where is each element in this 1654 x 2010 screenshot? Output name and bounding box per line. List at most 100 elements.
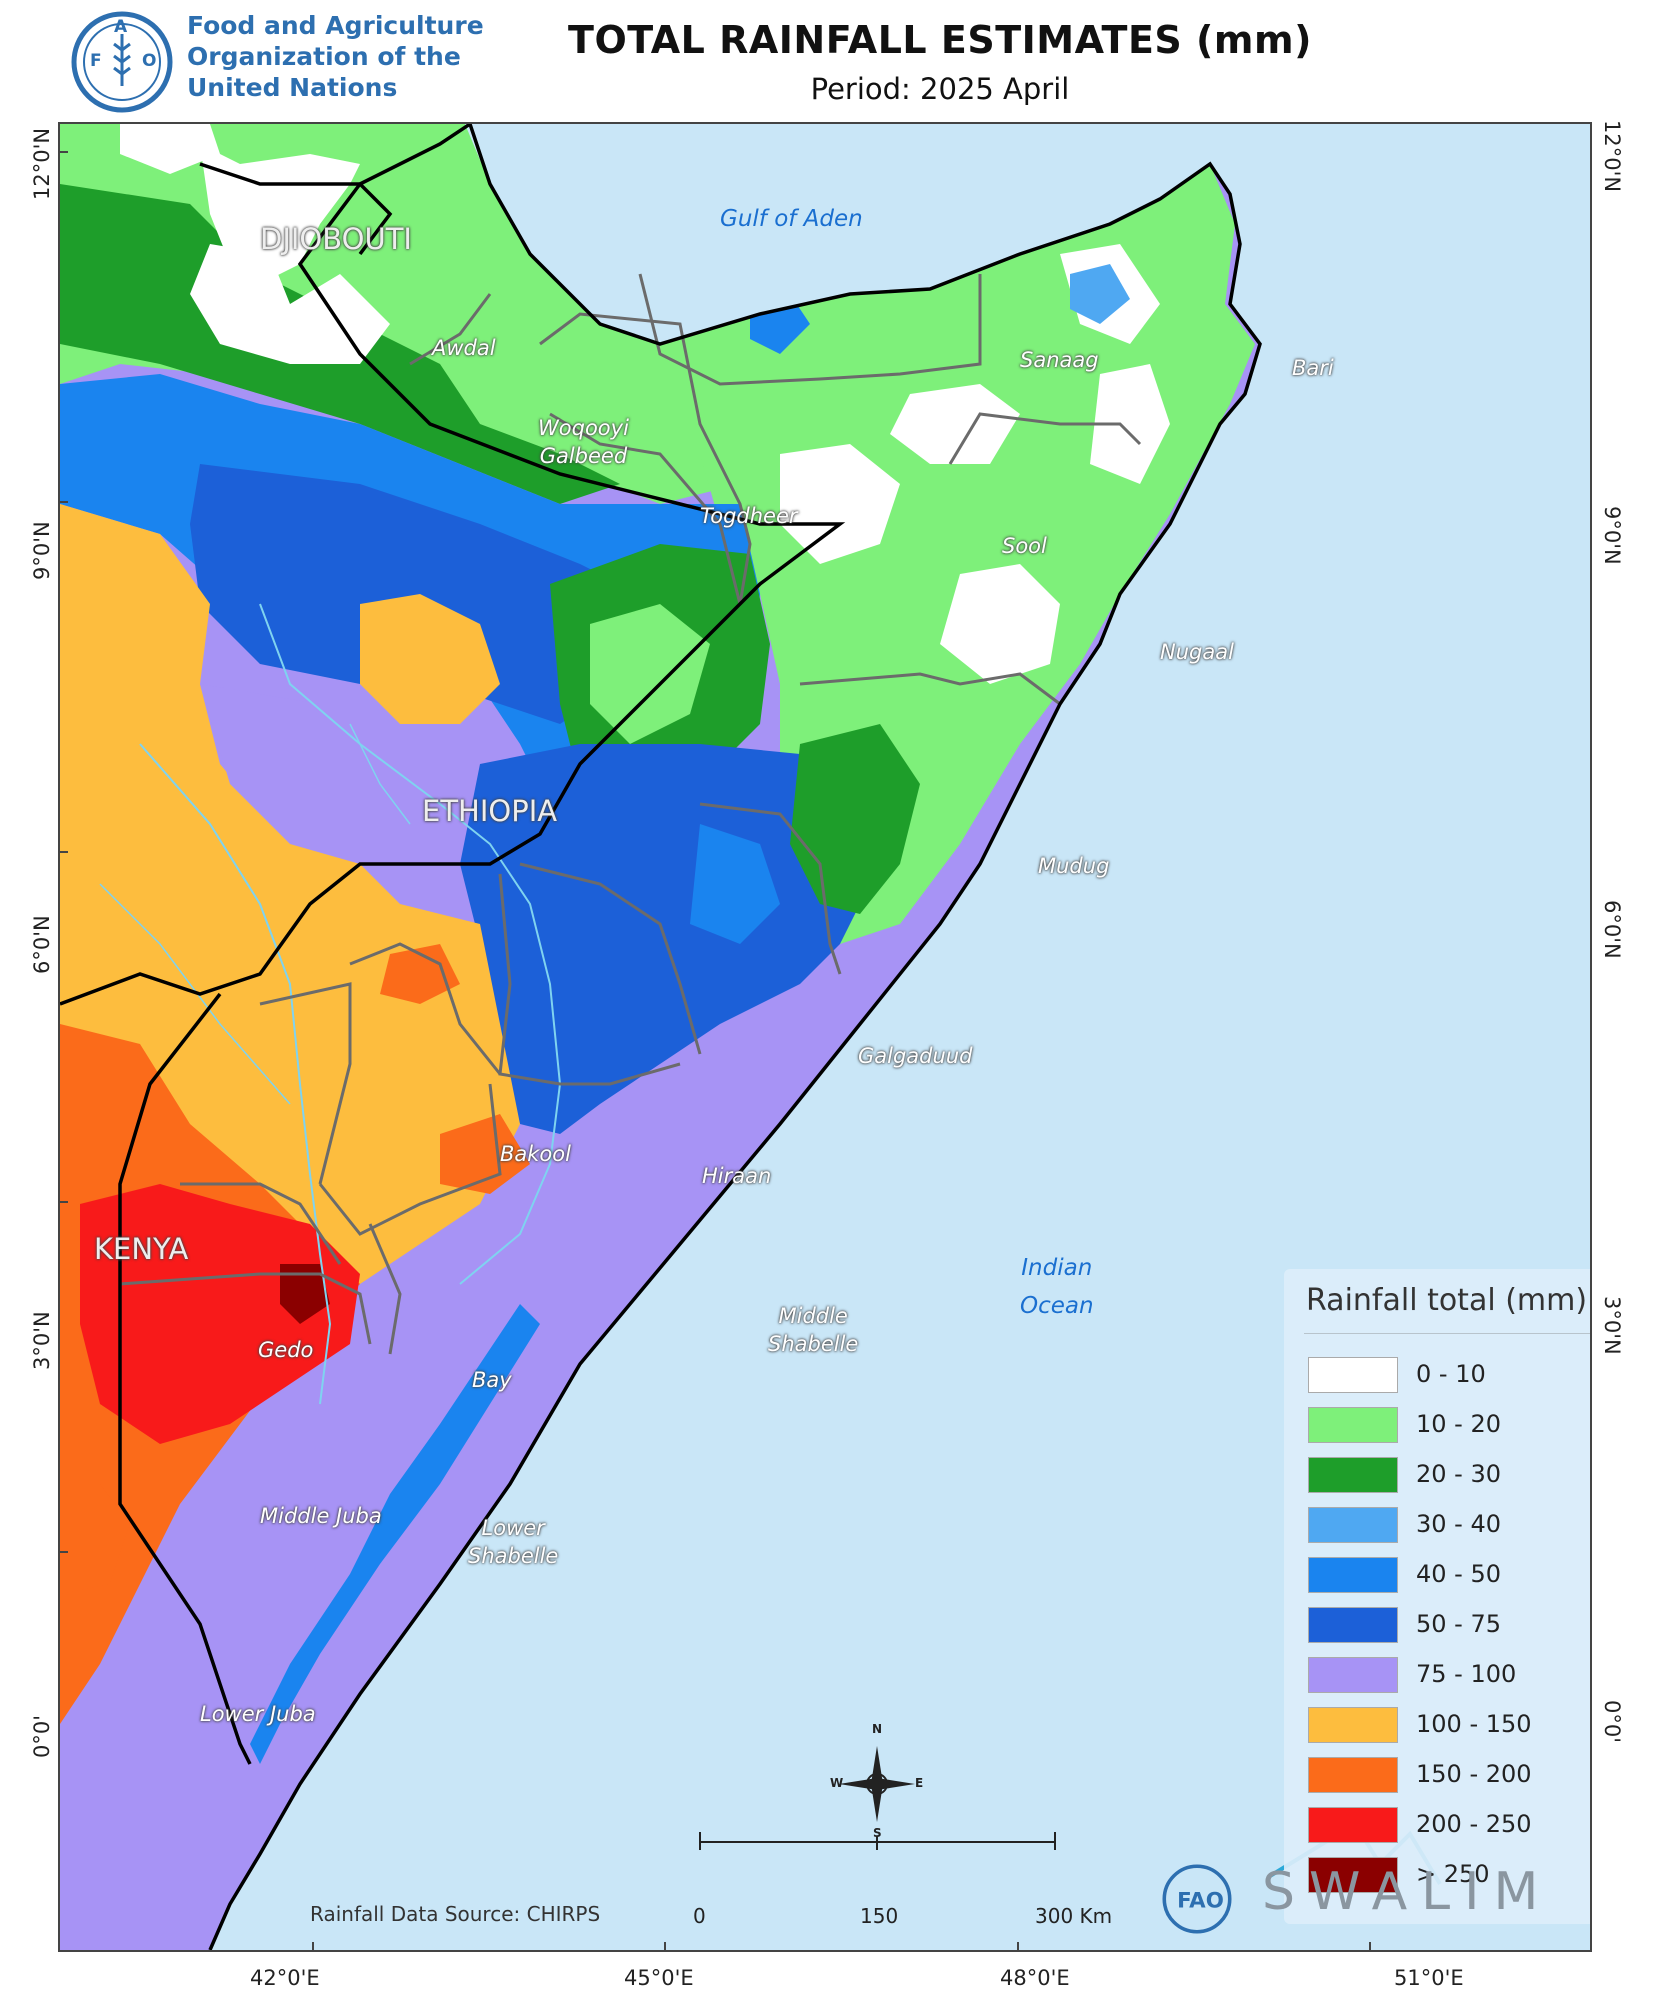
scale-label-300: 300 Km — [1035, 1904, 1113, 1928]
region-label-bay: Bay — [472, 1368, 512, 1392]
legend-label: 40 - 50 — [1416, 1560, 1501, 1588]
admin-border-8 — [498, 873, 681, 1086]
frame-ticks — [60, 151, 1371, 1950]
region-label-shabelle: Shabelle — [768, 1332, 859, 1356]
country-borders — [60, 124, 1262, 1950]
legend-swatch — [1308, 1407, 1398, 1443]
org-line-2: Organization of the — [187, 42, 461, 71]
lat-label-left-6: 6°0'N — [30, 915, 54, 974]
map-title: TOTAL RAINFALL ESTIMATES (mm) — [568, 18, 1312, 62]
admin-border-5 — [799, 672, 1061, 706]
region-label-shabelle-lower: Shabelle — [468, 1544, 559, 1568]
region-label-awdal: Awdal — [432, 336, 496, 360]
sea-label-gulf-of-aden: Gulf of Aden — [720, 206, 863, 232]
admin-border-9 — [349, 942, 502, 1075]
region-label-sool: Sool — [1002, 534, 1047, 558]
legend-swatch — [1308, 1357, 1398, 1393]
region-label-lower-shabelle: Lower Shabelle — [468, 1514, 558, 1570]
zone-ne-blue — [1070, 264, 1130, 324]
sea-label-indian-ocean: Indian Ocean — [1020, 1249, 1094, 1325]
legend-label: 75 - 100 — [1416, 1660, 1517, 1688]
scale-bar — [699, 1832, 1056, 1850]
admin-border-6 — [699, 802, 842, 975]
border-somalia-kenya — [118, 992, 252, 1765]
zone-central-darkblue — [190, 464, 640, 724]
zone-ne-green — [620, 164, 1255, 944]
admin-border-14 — [368, 1223, 402, 1355]
lon-label-51: 51°0'E — [1394, 1966, 1464, 1990]
zone-bay-orange — [440, 1114, 530, 1194]
admin-border-12 — [180, 1182, 342, 1265]
legend-swatch — [1308, 1557, 1398, 1593]
zone-bakool-orange — [380, 944, 460, 1004]
legend-label: 50 - 75 — [1416, 1610, 1501, 1638]
region-label-galgaduud: Galgaduud — [858, 1044, 973, 1068]
region-label-sanaag: Sanaag — [1020, 348, 1099, 372]
river-tributary-1 — [99, 883, 291, 1105]
map-header: F A O Food and Agriculture Organization … — [0, 0, 1654, 120]
zone-south-darkred — [280, 1264, 330, 1324]
lat-label-left-9: 9°0'N — [30, 521, 54, 580]
region-label-bari: Bari — [1292, 356, 1334, 380]
zone-central-lightgreen — [590, 604, 710, 744]
region-label-lower-juba: Lower Juba — [200, 1702, 316, 1726]
svg-text:O: O — [142, 51, 156, 71]
svg-text:FAO: FAO — [1177, 1889, 1224, 1914]
admin1-borders — [119, 273, 1142, 1355]
swalim-logo: SWALIM — [1262, 1862, 1553, 1922]
region-label-woqooyi: Woqooyi — [538, 416, 629, 440]
border-djibouti — [199, 162, 393, 256]
lon-label-42: 42°0'E — [250, 1966, 320, 1990]
rainfall-map — [60, 124, 1590, 1950]
region-label-nugaal: Nugaal — [1160, 640, 1234, 664]
legend-swatch — [1308, 1707, 1398, 1743]
zone-nw-white — [190, 244, 390, 364]
legend-swatch — [1308, 1657, 1398, 1693]
border-somalia-ethiopia — [60, 182, 846, 1006]
legend: Rainfall total (mm) 0 - 10 10 - 20 20 - … — [1284, 1269, 1590, 1924]
legend-label: 200 - 250 — [1416, 1810, 1532, 1838]
admin-border-1 — [409, 293, 492, 366]
zone-south-red — [80, 1184, 360, 1444]
lat-label-right-3: 3°0'N — [1600, 1296, 1624, 1355]
country-label-djibouti: DJIOBOUTI — [260, 222, 412, 256]
lat-label-right-0: 0°0' — [1600, 1700, 1624, 1743]
legend-label: > 250 — [1416, 1860, 1490, 1888]
legend-swatch — [1308, 1457, 1398, 1493]
region-label-mudug: Mudug — [1038, 854, 1110, 878]
zone-east-coast-green — [790, 724, 920, 914]
legend-swatch — [1308, 1507, 1398, 1543]
svg-text:F: F — [90, 51, 102, 71]
zone-south-purple — [200, 684, 420, 864]
region-label-woqooyi-galbeed: Woqooyi Galbeed — [538, 414, 629, 470]
region-label-hiraan: Hiraan — [702, 1164, 772, 1188]
zone-ne-white-2 — [780, 444, 900, 564]
zone-east-blue — [690, 824, 780, 944]
lat-label-right-6: 6°0'N — [1600, 900, 1624, 959]
lat-label-right-12: 12°0'N — [1600, 120, 1624, 193]
coastline-north — [359, 124, 471, 186]
legend-swatch — [1308, 1607, 1398, 1643]
zone-nw-white-2 — [120, 124, 220, 174]
legend-swatch — [1308, 1807, 1398, 1843]
legend-label: 20 - 30 — [1416, 1460, 1501, 1488]
sea-label-indian: Indian — [1021, 1255, 1093, 1281]
svg-text:A: A — [114, 17, 128, 37]
sea-label-ocean: Ocean — [1020, 1293, 1094, 1319]
legend-swatch — [1308, 1857, 1398, 1893]
compass-rose-icon — [839, 1746, 915, 1822]
admin-border-3 — [638, 273, 982, 386]
region-label-middle-shabelle: Middle Shabelle — [768, 1302, 858, 1358]
compass-w: W — [830, 1776, 844, 1790]
lon-label-45: 45°0'E — [624, 1966, 694, 1990]
region-label-bakool: Bakool — [500, 1142, 571, 1166]
country-label-ethiopia: ETHIOPIA — [422, 794, 558, 828]
zone-ne-white-1 — [890, 384, 1020, 464]
admin-border-7 — [519, 862, 702, 1055]
region-label-togdheer: Togdheer — [700, 504, 798, 528]
admin-border-4 — [948, 412, 1142, 465]
lat-label-left-12: 12°0'N — [30, 127, 54, 200]
zone-ne-white-3 — [1090, 364, 1170, 484]
data-source-label: Rainfall Data Source: CHIRPS — [310, 1902, 601, 1926]
legend-label: 30 - 40 — [1416, 1510, 1501, 1538]
